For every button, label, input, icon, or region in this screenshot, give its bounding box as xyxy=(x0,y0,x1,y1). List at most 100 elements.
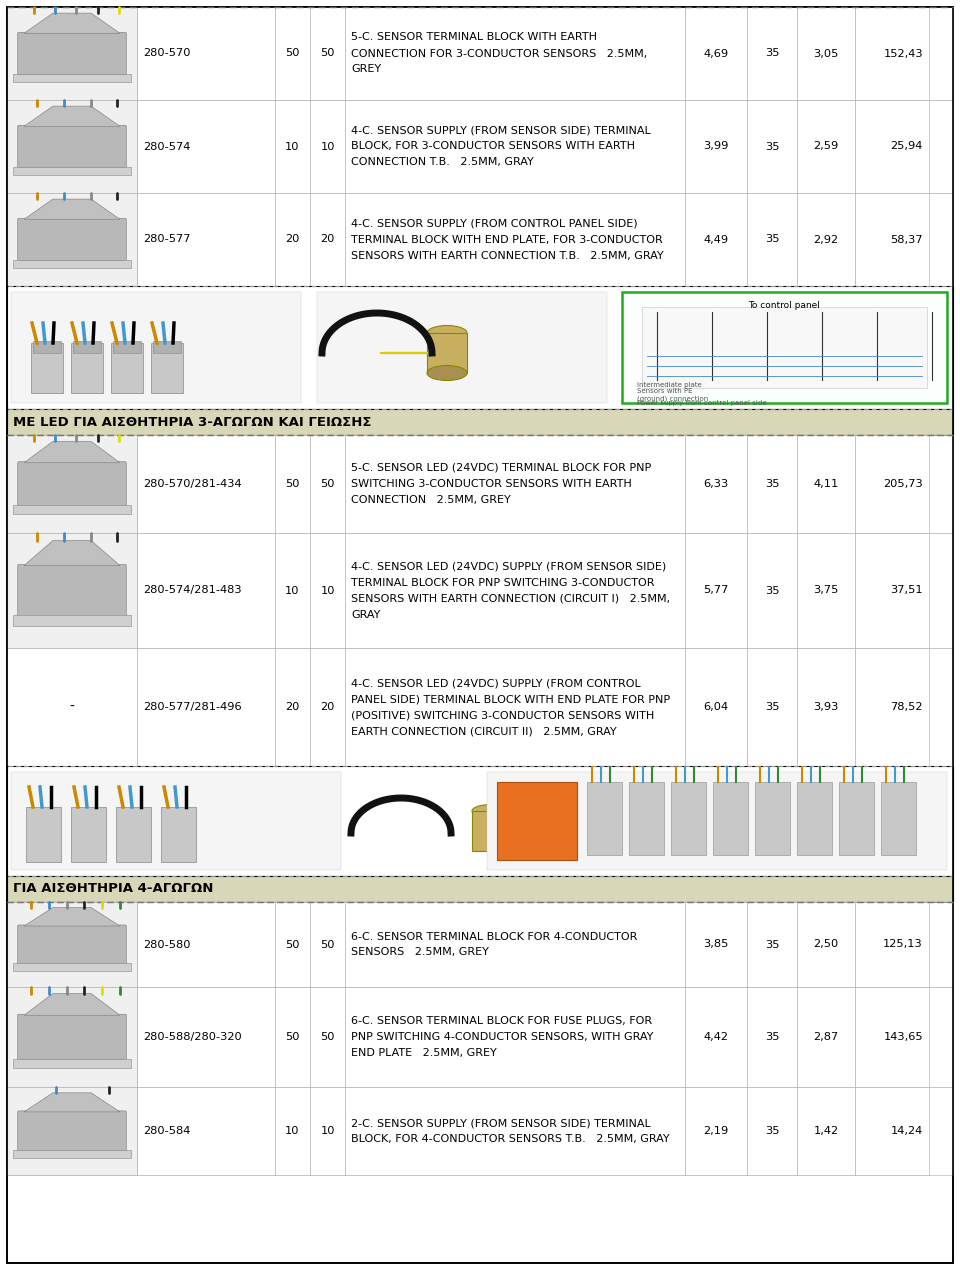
Bar xyxy=(275,436,310,533)
Polygon shape xyxy=(24,442,120,462)
Text: 6,33: 6,33 xyxy=(704,479,729,489)
Text: PNP SWITCHING 4-CONDUCTOR SENSORS, WITH GRAY: PNP SWITCHING 4-CONDUCTOR SENSORS, WITH … xyxy=(351,1033,654,1041)
Text: 5,77: 5,77 xyxy=(704,585,729,596)
Polygon shape xyxy=(24,199,120,220)
Bar xyxy=(73,342,101,353)
Bar xyxy=(747,648,797,766)
Bar xyxy=(839,782,874,855)
Ellipse shape xyxy=(472,804,510,818)
Bar xyxy=(137,1087,275,1175)
Bar xyxy=(713,782,748,855)
Text: 35: 35 xyxy=(765,1033,780,1041)
Text: 20: 20 xyxy=(321,235,335,245)
Bar xyxy=(275,902,310,987)
Bar xyxy=(151,343,183,392)
Bar xyxy=(7,8,137,100)
Polygon shape xyxy=(24,1092,120,1113)
Bar xyxy=(161,806,196,862)
Bar xyxy=(855,1087,929,1175)
Bar xyxy=(747,436,797,533)
Text: 280-588/280-320: 280-588/280-320 xyxy=(143,1033,242,1041)
Bar xyxy=(497,782,577,860)
Bar xyxy=(747,8,797,100)
Text: 6-C. SENSOR TERMINAL BLOCK FOR FUSE PLUGS, FOR: 6-C. SENSOR TERMINAL BLOCK FOR FUSE PLUG… xyxy=(351,1016,652,1026)
Text: 4-C. SENSOR LED (24VDC) SUPPLY (FROM CONTROL: 4-C. SENSOR LED (24VDC) SUPPLY (FROM CON… xyxy=(351,678,640,688)
Bar xyxy=(13,1151,131,1158)
Text: 3,93: 3,93 xyxy=(813,702,839,712)
Bar xyxy=(7,193,953,286)
Text: 4,49: 4,49 xyxy=(704,235,729,245)
Bar xyxy=(153,342,181,353)
Text: BLOCK, FOR 3-CONDUCTOR SENSORS WITH EARTH: BLOCK, FOR 3-CONDUCTOR SENSORS WITH EART… xyxy=(351,141,635,151)
Bar xyxy=(275,100,310,193)
Bar xyxy=(855,648,929,766)
Text: ΓΙΑ ΑΙΣΘΗΤΗΡΙΑ 4-ΑΓΩΓΩΝ: ΓΙΑ ΑΙΣΘΗΤΗΡΙΑ 4-ΑΓΩΓΩΝ xyxy=(13,883,213,895)
Bar xyxy=(275,533,310,648)
Bar xyxy=(345,902,685,987)
Text: Sensors with PE
(ground) connection: Sensors with PE (ground) connection xyxy=(637,389,708,401)
FancyBboxPatch shape xyxy=(17,925,127,964)
Bar xyxy=(71,343,103,392)
Text: 280-570: 280-570 xyxy=(143,48,190,58)
Text: 5-C. SENSOR LED (24VDC) TERMINAL BLOCK FOR PNP: 5-C. SENSOR LED (24VDC) TERMINAL BLOCK F… xyxy=(351,464,651,472)
Text: 2-C. SENSOR SUPPLY (FROM SENSOR SIDE) TERMINAL: 2-C. SENSOR SUPPLY (FROM SENSOR SIDE) TE… xyxy=(351,1118,651,1128)
Text: 280-580: 280-580 xyxy=(143,940,190,950)
Text: 35: 35 xyxy=(765,479,780,489)
Text: 10: 10 xyxy=(285,585,300,596)
Text: 280-570/281-434: 280-570/281-434 xyxy=(143,479,242,489)
Polygon shape xyxy=(24,541,120,565)
Text: 35: 35 xyxy=(765,1126,780,1135)
Bar xyxy=(137,648,275,766)
Bar xyxy=(7,902,137,987)
Bar xyxy=(345,648,685,766)
Text: 50: 50 xyxy=(321,940,335,950)
Bar xyxy=(747,193,797,286)
Text: 280-584: 280-584 xyxy=(143,1126,190,1135)
Bar xyxy=(855,533,929,648)
Bar xyxy=(137,987,275,1087)
Text: CONNECTION   2.5MM, GREY: CONNECTION 2.5MM, GREY xyxy=(351,495,511,505)
Text: 4-C. SENSOR SUPPLY (FROM SENSOR SIDE) TERMINAL: 4-C. SENSOR SUPPLY (FROM SENSOR SIDE) TE… xyxy=(351,126,651,136)
Bar xyxy=(427,333,467,373)
Bar xyxy=(7,1087,137,1175)
Bar xyxy=(797,436,855,533)
FancyBboxPatch shape xyxy=(17,126,127,168)
Text: 10: 10 xyxy=(321,1126,335,1135)
Bar xyxy=(310,648,345,766)
Bar xyxy=(345,8,685,100)
Bar xyxy=(7,648,953,766)
Bar xyxy=(472,812,510,851)
Bar xyxy=(685,648,747,766)
Text: 2,87: 2,87 xyxy=(813,1033,839,1041)
Bar xyxy=(7,8,953,100)
Bar xyxy=(855,902,929,987)
FancyBboxPatch shape xyxy=(17,1015,127,1059)
Text: 4-C. SENSOR SUPPLY (FROM CONTROL PANEL SIDE): 4-C. SENSOR SUPPLY (FROM CONTROL PANEL S… xyxy=(351,218,637,229)
Bar xyxy=(33,342,61,353)
Bar xyxy=(137,533,275,648)
Text: 4,42: 4,42 xyxy=(704,1033,729,1041)
Text: 3,75: 3,75 xyxy=(813,585,839,596)
Bar xyxy=(7,193,137,286)
Bar xyxy=(622,292,947,403)
Text: 14,24: 14,24 xyxy=(891,1126,923,1135)
Bar xyxy=(7,1087,953,1175)
Bar xyxy=(310,533,345,648)
Bar xyxy=(7,286,953,409)
Bar xyxy=(7,533,137,648)
Bar xyxy=(685,533,747,648)
Text: SENSORS WITH EARTH CONNECTION (CIRCUIT I)   2.5MM,: SENSORS WITH EARTH CONNECTION (CIRCUIT I… xyxy=(351,593,670,603)
Text: 6-C. SENSOR TERMINAL BLOCK FOR 4-CONDUCTOR: 6-C. SENSOR TERMINAL BLOCK FOR 4-CONDUCT… xyxy=(351,931,637,941)
Bar xyxy=(685,436,747,533)
Text: 152,43: 152,43 xyxy=(883,48,923,58)
Bar xyxy=(855,987,929,1087)
Bar xyxy=(747,533,797,648)
Bar xyxy=(71,806,106,862)
Bar xyxy=(310,8,345,100)
Text: ME LED ΓΙΑ ΑΙΣΘΗΤΗΡΙΑ 3-ΑΓΩΓΩΝ ΚΑΙ ΓΕΙΩΣΗΣ: ME LED ΓΙΑ ΑΙΣΘΗΤΗΡΙΑ 3-ΑΓΩΓΩΝ ΚΑΙ ΓΕΙΩΣ… xyxy=(13,415,372,428)
Bar xyxy=(685,987,747,1087)
Text: 3,99: 3,99 xyxy=(704,141,729,151)
Bar xyxy=(685,8,747,100)
Bar xyxy=(310,193,345,286)
Bar xyxy=(345,100,685,193)
